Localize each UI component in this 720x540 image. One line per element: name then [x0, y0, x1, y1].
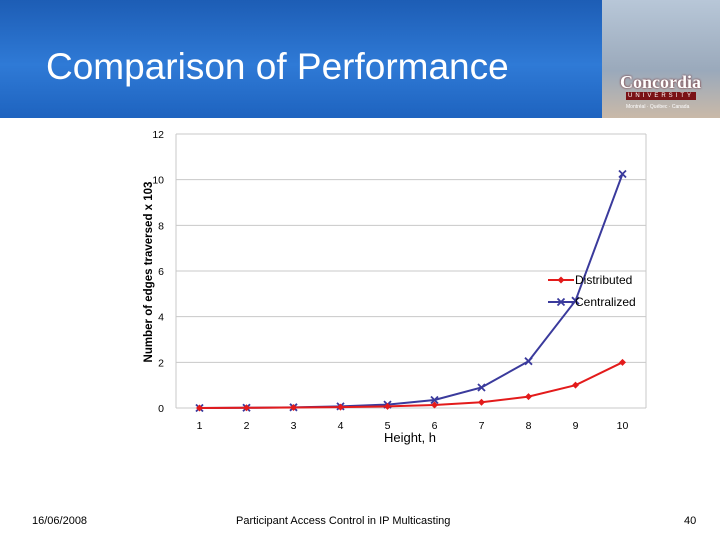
centralized-point [524, 357, 533, 366]
x-tick-label: 4 [338, 420, 344, 432]
grid-layer [175, 133, 647, 409]
distributed-point [572, 381, 579, 389]
y-tick-label: 6 [158, 266, 164, 278]
centralized-point [571, 296, 580, 305]
distributed-point [431, 401, 438, 409]
distributed-point [478, 398, 485, 406]
centralized-point [430, 395, 439, 405]
distributed-point [196, 404, 203, 412]
distributed-point [525, 393, 532, 401]
logo-wordmark: Concordia [620, 72, 701, 92]
y-tick-label: 12 [152, 129, 164, 141]
logo-location: Montréal · Québec · Canada [626, 104, 690, 110]
x-tick-label: 7 [479, 420, 485, 432]
y-tick-label: 10 [152, 175, 164, 187]
y-tick-label: 8 [158, 220, 164, 232]
slide-title: Comparison of Performance [46, 46, 509, 87]
x-tick-label: 5 [385, 420, 391, 432]
footer-date: 16/06/2008 [32, 515, 88, 527]
y-axis-label: Number of edges traversed x 103 [143, 182, 155, 363]
university-logo: Concordia UNIVERSITY Montréal · Québec ·… [602, 0, 720, 118]
series-line-centralized [199, 173, 624, 409]
series-line-distributed [199, 361, 623, 409]
x-axis-label: Height, h [384, 430, 436, 445]
distributed-point [243, 404, 250, 412]
x-tick-label: 8 [526, 420, 532, 432]
y-tick-label: 0 [158, 403, 164, 415]
slide-header: Comparison of Performance Concordia UNIV… [0, 0, 720, 118]
x-tick-label: 6 [432, 420, 438, 432]
x-tick-label: 3 [291, 420, 297, 432]
legend-marker [556, 297, 566, 307]
distributed-point [290, 404, 297, 412]
x-tick-label: 10 [617, 420, 629, 432]
legend-label: Distributed [575, 273, 632, 287]
centralized-point [618, 169, 627, 179]
y-tick-label: 2 [158, 357, 164, 369]
logo-subtitle: UNIVERSITY [626, 92, 697, 100]
page-number: 40 [684, 515, 697, 527]
legend-label: Centralized [575, 295, 636, 309]
distributed-point [337, 403, 344, 411]
series-layer [195, 169, 627, 413]
y-tick-label: 4 [158, 312, 164, 324]
y-tick-labels: 0 2 4 6 8 10 12 [152, 129, 164, 415]
footer-text: Participant Access Control in IP Multica… [236, 515, 451, 527]
legend-marker [557, 276, 565, 284]
distributed-point [619, 358, 626, 366]
x-tick-labels: 1 2 3 4 5 6 7 8 9 10 [197, 420, 629, 432]
x-tick-label: 2 [244, 420, 250, 432]
legend: Distributed Centralized [548, 273, 636, 309]
distributed-point [384, 402, 391, 410]
x-tick-label: 1 [197, 420, 203, 432]
centralized-point [477, 383, 486, 392]
x-tick-label: 9 [573, 420, 579, 432]
